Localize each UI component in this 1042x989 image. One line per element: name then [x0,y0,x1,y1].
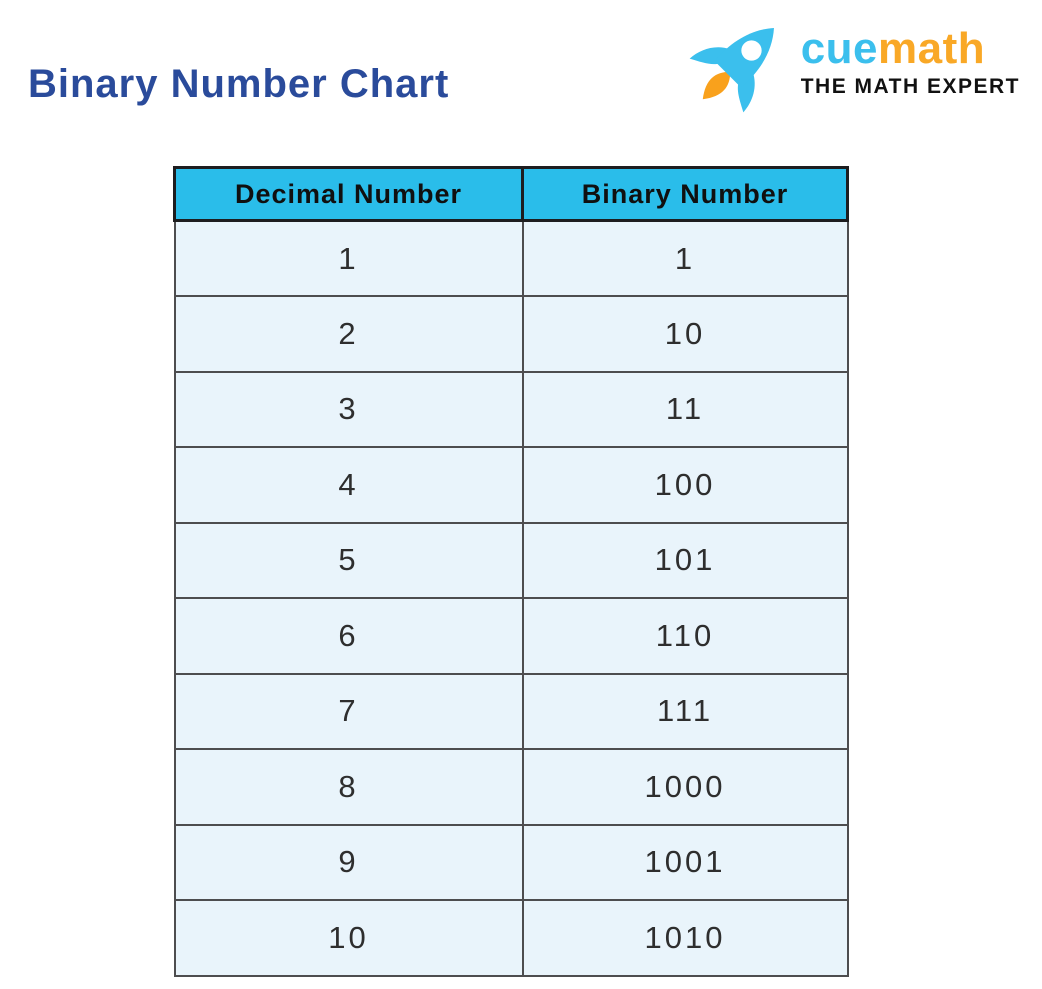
decimal-cell: 8 [173,748,524,826]
decimal-cell: 7 [173,672,524,750]
decimal-cell: 10 [173,899,524,977]
binary-cell: 1 [521,219,849,297]
table-body: 1 1 2 10 3 11 4 100 5 101 6 110 7 111 8 1000 9 1001 10 1010 [173,219,849,977]
table-row: 10 1010 [173,899,849,977]
binary-cell: 101 [521,521,849,599]
binary-cell: 11 [521,370,849,448]
page-title: Binary Number Chart [28,62,450,106]
table-row: 8 1000 [173,748,849,826]
table-row: 9 1001 [173,823,849,901]
binary-cell: 10 [521,295,849,373]
rocket-icon [689,28,774,113]
table-row: 6 110 [173,597,849,675]
table-row: 7 111 [173,672,849,750]
decimal-cell: 9 [173,823,524,901]
cuemath-logo: cuemath THE MATH EXPERT [683,10,1020,116]
decimal-cell: 3 [173,370,524,448]
brand-math: math [878,24,986,73]
binary-number-table: Decimal Number Binary Number 1 1 2 10 3 11 4 10… [173,166,849,977]
table-header-row: Decimal Number Binary Number [173,166,849,222]
binary-cell: 1010 [521,899,849,977]
brand-tagline: THE MATH EXPERT [800,75,1020,98]
binary-cell: 111 [521,672,849,750]
binary-column-header: Binary Number [521,166,849,222]
decimal-column-header: Decimal Number [173,166,524,222]
brand-wordmark: cuemath [801,27,985,71]
decimal-cell: 4 [173,446,524,524]
binary-cell: 1001 [521,823,849,901]
binary-cell: 1000 [521,748,849,826]
table-row: 2 10 [173,295,849,373]
table-row: 3 11 [173,370,849,448]
binary-cell: 110 [521,597,849,675]
logo-text: cuemath THE MATH EXPERT [801,27,1020,99]
binary-cell: 100 [521,446,849,524]
decimal-cell: 6 [173,597,524,675]
binary-table-container: Decimal Number Binary Number 1 1 2 10 3 11 4 10… [173,166,849,977]
decimal-cell: 1 [173,219,524,297]
decimal-cell: 5 [173,521,524,599]
table-row: 5 101 [173,521,849,599]
decimal-cell: 2 [173,295,524,373]
brand-cue: cue [800,24,879,73]
table-row: 4 100 [173,446,849,524]
